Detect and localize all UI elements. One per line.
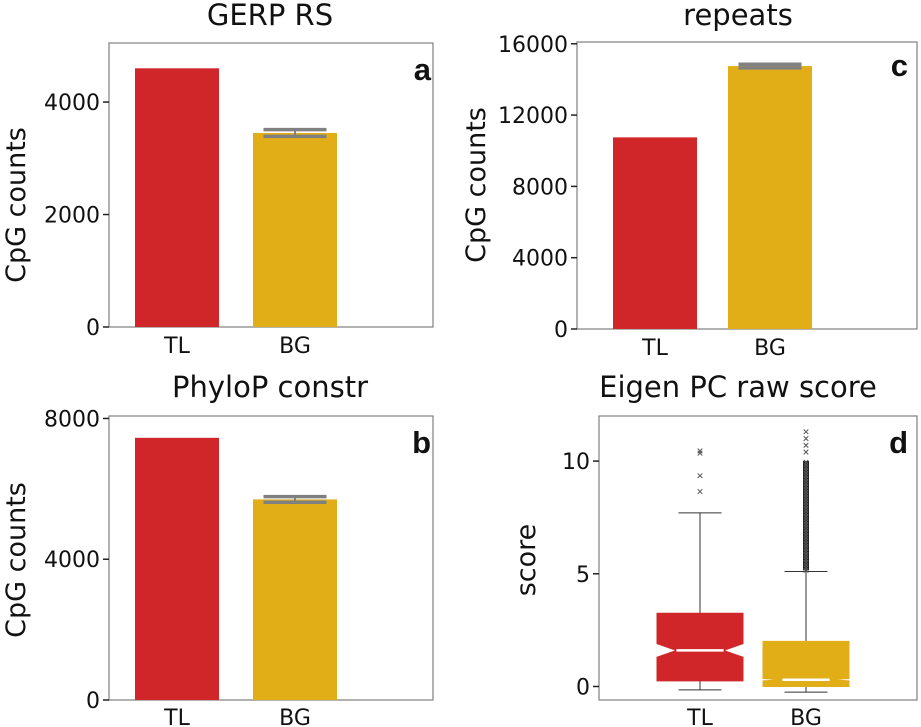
panel-d-xtick-label: TL (686, 706, 713, 727)
panel-a-ytick-label: 2000 (44, 204, 100, 229)
box-bg (762, 640, 850, 687)
panel-b-xtick-label: BG (279, 706, 311, 727)
panel-d-ylabel: score (511, 524, 542, 597)
bar-tl (613, 137, 697, 329)
bar-tl (135, 437, 219, 700)
panel-d-plot: 0 5 10 TL BG (562, 415, 918, 727)
outlier-point (803, 449, 809, 455)
panel-a-ytick-label: 0 (86, 316, 100, 341)
panel-a-ytick-label: 4000 (44, 91, 100, 116)
panel-c-ytick-label: 12000 (498, 104, 568, 129)
panel-c-plot: 0 4000 8000 12000 16000 TL BG (498, 33, 918, 361)
panel-d-xtick-label: BG (790, 706, 822, 727)
outlier-point (697, 450, 703, 456)
panel-b-ytick-label: 8000 (44, 407, 100, 432)
panel-c: repeats CpG counts 0 4000 8000 12000 16000 TL… (461, 0, 918, 361)
panel-b: PhyloP constr CpG counts 0 4000 8000 TL BG b (1, 370, 434, 727)
panel-a-xtick-label: BG (279, 334, 311, 359)
outlier-point (697, 473, 703, 479)
bar-tl (135, 68, 219, 327)
panel-d-ytick-label: 10 (562, 450, 590, 475)
outlier-point (697, 448, 703, 454)
panel-b-ytick-label: 0 (86, 689, 100, 714)
panel-d: Eigen PC raw score score 0 5 10 TL BG d (511, 370, 918, 727)
panel-b-xtick-label: TL (163, 706, 190, 727)
outlier-point (803, 459, 809, 465)
panel-d-ytick-label: 5 (576, 563, 590, 588)
bar-bg (253, 132, 337, 327)
panel-a-label: a (414, 52, 432, 87)
panel-a-ylabel: CpG counts (1, 127, 32, 283)
panel-b-title: PhyloP constr (172, 370, 368, 404)
panel-a: GERP RS CpG counts 0 2000 4000 TL BG a (1, 0, 434, 359)
panel-c-ytick-label: 8000 (512, 175, 568, 200)
outlier-point (803, 429, 809, 435)
panel-c-ytick-label: 16000 (498, 33, 568, 58)
panel-c-ytick-label: 0 (554, 318, 568, 343)
bar-bg (728, 66, 812, 329)
panel-c-label: c (891, 48, 908, 83)
outlier-point (803, 442, 809, 448)
panel-a-xtick-label: TL (163, 334, 190, 359)
panel-c-title: repeats (683, 0, 793, 32)
outlier-point (803, 435, 809, 442)
panel-d-label: d (889, 425, 908, 460)
panel-b-plot: 0 4000 8000 TL BG (44, 407, 434, 727)
panel-c-xtick-label: BG (754, 336, 786, 361)
panel-a-title: GERP RS (207, 0, 333, 32)
box-tl (656, 612, 744, 682)
panel-b-ylabel: CpG counts (1, 482, 32, 638)
bar-bg (253, 499, 337, 700)
outlier-point (697, 488, 703, 495)
panel-b-ytick-label: 4000 (44, 548, 100, 573)
panel-c-xtick-label: TL (641, 336, 668, 361)
panel-a-plot: 0 2000 4000 TL BG (44, 42, 434, 359)
panel-d-frame (598, 415, 918, 701)
panel-c-ylabel: CpG counts (461, 107, 492, 263)
panel-d-ytick-label: 0 (576, 675, 590, 700)
panel-d-title: Eigen PC raw score (599, 370, 877, 404)
panel-c-ytick-label: 4000 (512, 247, 568, 272)
panel-b-label: b (412, 425, 431, 460)
